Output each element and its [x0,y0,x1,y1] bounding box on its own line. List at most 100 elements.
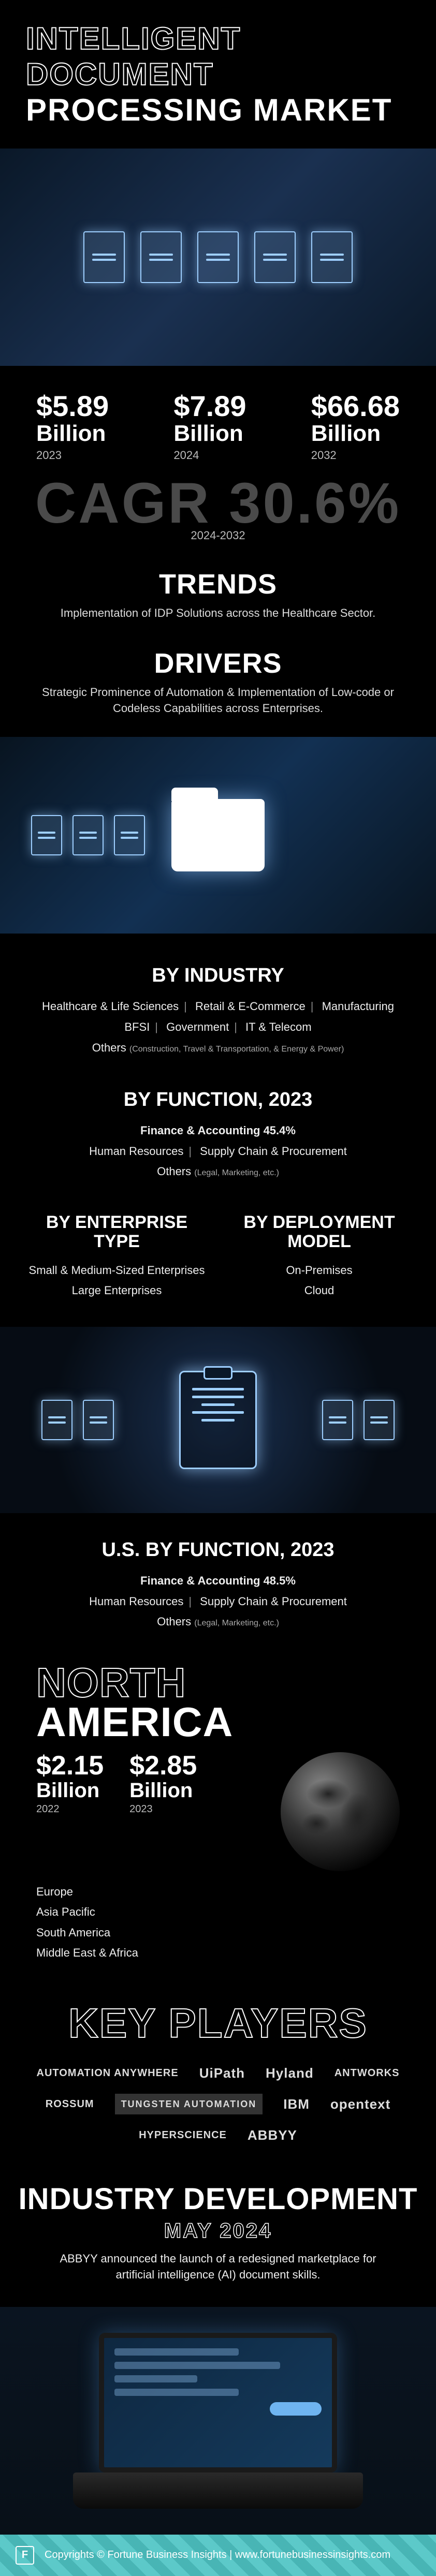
industry-item: BFSI [124,1020,150,1033]
industry-item: Manufacturing [322,1000,394,1013]
key-players-grid: AUTOMATION ANYWHEREUiPathHylandANTWORKSR… [0,2047,436,2161]
industry-row-1: Healthcare & Life Sciences| Retail & E-C… [26,996,410,1017]
screen-bar [114,2389,239,2396]
us-function-item: Human Resources [89,1595,183,1608]
industry-item: Healthcare & Life Sciences [42,1000,179,1013]
cagr-block: CAGR 30.6% 2024-2032 [0,467,436,547]
deployment-item: On-Premises [228,1260,410,1281]
trends-text: Implementation of IDP Solutions across t… [0,600,436,627]
screen-bar [114,2362,280,2369]
key-player-logo: ABBYY [248,2125,297,2145]
industry-row-2: BFSI| Government| IT & Telecom [26,1017,410,1038]
na-year: 2022 [36,1803,104,1815]
hero-image-2 [0,737,436,934]
us-function-lead: Finance & Accounting 48.5% [26,1571,410,1591]
key-players-title: KEY PLAYERS [0,2000,436,2047]
na-value-2022: $2.15 Billion 2022 [36,1752,104,1815]
screen-button [270,2402,322,2416]
hero-image-4 [0,2307,436,2535]
others-note: (Construction, Travel & Transportation, … [129,1045,344,1054]
document-icon [322,1400,353,1440]
document-icon [83,1400,114,1440]
header-line2: PROCESSING MARKET [26,92,410,128]
other-regions: Europe Asia Pacific South America Middle… [36,1882,400,1963]
hero-doc-icons [0,149,436,366]
na-row: $2.15 Billion 2022 $2.85 Billion 2023 [36,1752,400,1871]
key-player-logo: UiPath [199,2063,245,2083]
key-player-logo: ANTWORKS [335,2063,400,2083]
market-size-unit: Billion [36,421,109,447]
market-size-row: $5.89 Billion 2023 $7.89 Billion 2024 $6… [0,376,436,467]
globe-icon [281,1752,400,1871]
footer: F Copyrights © Fortune Business Insights… [0,2535,436,2576]
clip-line [201,1403,235,1406]
region-item: Middle East & Africa [36,1943,400,1963]
document-icon [114,815,145,855]
document-icon [364,1400,395,1440]
na-value: $2.15 [36,1752,104,1779]
others-note: (Legal, Marketing, etc.) [194,1168,279,1177]
laptop-screen [99,2333,337,2473]
clipboard-icon [179,1371,257,1469]
industry-item: Government [166,1020,229,1033]
key-player-logo: ROSSUM [46,2094,94,2114]
document-icon [311,231,353,283]
north-america-section: NORTH AMERICA $2.15 Billion 2022 $2.85 B… [0,1648,436,1979]
industry-dev-text: ABBYY announced the launch of a redesign… [0,2243,436,2291]
deployment-item: Cloud [228,1280,410,1301]
others-label: Others [92,1041,126,1054]
by-function-section: BY FUNCTION, 2023 Finance & Accounting 4… [0,1073,436,1197]
key-player-logo: AUTOMATION ANYWHERE [37,2063,179,2083]
folder-icon [171,799,265,871]
na-value: $2.85 [129,1752,197,1779]
enterprise-item: Large Enterprises [26,1280,208,1301]
footer-logo-icon: F [16,2546,34,2565]
document-icon [197,231,239,283]
key-player-logo: opentext [330,2094,390,2114]
infographic-root: { "header": { "line1": "INTELLIGENT DOCU… [0,0,436,2576]
industry-item: Retail & E-Commerce [195,1000,306,1013]
drivers-title: DRIVERS [0,647,436,679]
by-deployment-title: BY DEPLOYMENT MODEL [228,1213,410,1252]
key-player-logo: HYPERSCIENCE [139,2125,227,2145]
industry-others: Others (Construction, Travel & Transport… [26,1038,410,1058]
by-deployment-col: BY DEPLOYMENT MODEL On-Premises Cloud [228,1213,410,1301]
by-function-title: BY FUNCTION, 2023 [26,1089,410,1111]
market-size-value: $7.89 [173,392,246,421]
clip-line [192,1411,244,1414]
na-values: $2.15 Billion 2022 $2.85 Billion 2023 [36,1752,197,1815]
function-lead: Finance & Accounting 45.4% [26,1120,410,1141]
market-size-year: 2024 [173,449,246,462]
na-unit: Billion [36,1779,104,1802]
us-by-function-section: U.S. BY FUNCTION, 2023 Finance & Account… [0,1523,436,1648]
header: INTELLIGENT DOCUMENT PROCESSING MARKET [0,0,436,138]
key-player-logo: IBM [283,2094,310,2114]
industry-dev-date: MAY 2024 [0,2219,436,2243]
us-function-row: Human Resources| Supply Chain & Procurem… [26,1591,410,1612]
market-size-2032: $66.68 Billion 2032 [311,392,400,462]
header-line1: INTELLIGENT DOCUMENT [26,21,410,92]
laptop-icon [73,2333,363,2509]
trends-title: TRENDS [0,568,436,600]
side-docs-left [41,1400,114,1440]
na-value-2023: $2.85 Billion 2023 [129,1752,197,1815]
others-label: Others [157,1615,191,1628]
footer-text: Copyrights © Fortune Business Insights |… [45,2549,390,2561]
market-size-unit: Billion [311,421,400,447]
function-row: Human Resources| Supply Chain & Procurem… [26,1141,410,1162]
document-icon [41,1400,72,1440]
document-icon [140,231,182,283]
us-function-others: Others (Legal, Marketing, etc.) [26,1611,410,1632]
by-industry-section: BY INDUSTRY Healthcare & Life Sciences| … [0,949,436,1073]
mini-doc-group [31,815,145,855]
laptop-base [73,2473,363,2509]
clip-line [192,1388,244,1390]
us-by-function-title: U.S. BY FUNCTION, 2023 [26,1539,410,1561]
us-function-item: Supply Chain & Procurement [200,1595,347,1608]
market-size-unit: Billion [173,421,246,447]
others-label: Others [157,1165,191,1178]
deployment-items: On-Premises Cloud [228,1260,410,1301]
hero-image-3 [0,1327,436,1513]
document-icon [254,231,296,283]
hero-image-1 [0,149,436,366]
